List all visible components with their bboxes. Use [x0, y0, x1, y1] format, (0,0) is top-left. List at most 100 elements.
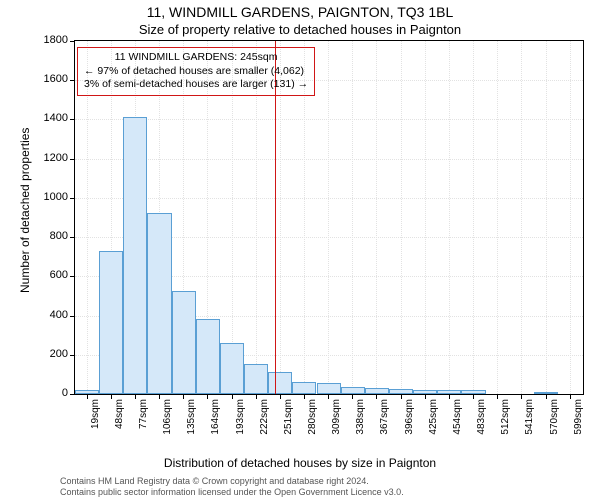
ytick-label: 0: [28, 387, 68, 399]
histogram-bar: [268, 372, 292, 394]
footnote: Contains HM Land Registry data © Crown c…: [60, 476, 590, 498]
ytick-mark: [70, 80, 75, 81]
ytick-mark: [70, 198, 75, 199]
xtick-label: 251sqm: [283, 399, 294, 435]
xtick-label: 570sqm: [549, 399, 560, 435]
gridline-v: [401, 41, 402, 394]
histogram-bar: [534, 392, 558, 394]
gridline-v: [497, 41, 498, 394]
x-axis-label: Distribution of detached houses by size …: [0, 456, 600, 470]
xtick-mark: [256, 394, 257, 399]
gridline-v: [546, 41, 547, 394]
xtick-label: 309sqm: [331, 399, 342, 435]
ytick-label: 400: [28, 309, 68, 321]
ytick-label: 800: [28, 230, 68, 242]
gridline-v: [570, 41, 571, 394]
histogram-bar: [413, 390, 437, 394]
xtick-label: 135sqm: [186, 399, 197, 435]
histogram-bar: [437, 390, 461, 394]
annotation-line1: 11 WINDMILL GARDENS: 245sqm: [84, 51, 308, 65]
histogram-bar: [172, 291, 196, 394]
histogram-bar: [461, 390, 485, 394]
ytick-label: 1400: [28, 112, 68, 124]
ytick-mark: [70, 41, 75, 42]
page-title-line1: 11, WINDMILL GARDENS, PAIGNTON, TQ3 1BL: [0, 4, 600, 20]
xtick-mark: [183, 394, 184, 399]
ytick-mark: [70, 119, 75, 120]
histogram-bar: [196, 319, 220, 395]
xtick-label: 280sqm: [307, 399, 318, 435]
xtick-mark: [546, 394, 547, 399]
xtick-mark: [280, 394, 281, 399]
histogram-bar: [317, 383, 341, 394]
xtick-mark: [232, 394, 233, 399]
xtick-mark: [304, 394, 305, 399]
annotation-line3: 3% of semi-detached houses are larger (1…: [84, 78, 308, 92]
xtick-label: 454sqm: [452, 399, 463, 435]
xtick-label: 599sqm: [573, 399, 584, 435]
gridline-v: [473, 41, 474, 394]
footnote-line1: Contains HM Land Registry data © Crown c…: [60, 476, 590, 487]
ytick-label: 1200: [28, 152, 68, 164]
xtick-label: 338sqm: [355, 399, 366, 435]
histogram-bar: [75, 390, 99, 394]
xtick-label: 367sqm: [379, 399, 390, 435]
xtick-label: 48sqm: [114, 399, 125, 429]
xtick-label: 77sqm: [138, 399, 149, 429]
ytick-mark: [70, 316, 75, 317]
histogram-bar: [365, 388, 389, 394]
xtick-label: 193sqm: [235, 399, 246, 435]
ytick-label: 200: [28, 348, 68, 360]
page-title-line2: Size of property relative to detached ho…: [0, 22, 600, 37]
xtick-mark: [159, 394, 160, 399]
ytick-label: 600: [28, 269, 68, 281]
annotation-line2: ← 97% of detached houses are smaller (4,…: [84, 65, 308, 79]
gridline-v: [425, 41, 426, 394]
xtick-label: 396sqm: [404, 399, 415, 435]
xtick-mark: [111, 394, 112, 399]
annotation-box: 11 WINDMILL GARDENS: 245sqm ← 97% of det…: [77, 47, 315, 96]
histogram-bar: [99, 251, 123, 394]
gridline-v: [449, 41, 450, 394]
xtick-label: 425sqm: [428, 399, 439, 435]
histogram-plot: 11 WINDMILL GARDENS: 245sqm ← 97% of det…: [74, 40, 584, 395]
xtick-mark: [570, 394, 571, 399]
gridline-v: [352, 41, 353, 394]
xtick-mark: [521, 394, 522, 399]
ytick-mark: [70, 394, 75, 395]
xtick-mark: [135, 394, 136, 399]
ytick-label: 1800: [28, 34, 68, 46]
xtick-label: 106sqm: [162, 399, 173, 435]
ytick-mark: [70, 237, 75, 238]
gridline-v: [376, 41, 377, 394]
xtick-mark: [207, 394, 208, 399]
histogram-bar: [220, 343, 244, 394]
xtick-label: 541sqm: [524, 399, 535, 435]
xtick-label: 483sqm: [476, 399, 487, 435]
histogram-bar: [341, 387, 365, 394]
xtick-label: 19sqm: [90, 399, 101, 429]
xtick-mark: [87, 394, 88, 399]
xtick-label: 164sqm: [210, 399, 221, 435]
xtick-mark: [497, 394, 498, 399]
histogram-bar: [147, 213, 171, 394]
ytick-label: 1600: [28, 73, 68, 85]
footnote-line2: Contains public sector information licen…: [60, 487, 590, 498]
gridline-v: [328, 41, 329, 394]
xtick-mark: [401, 394, 402, 399]
xtick-mark: [376, 394, 377, 399]
ytick-mark: [70, 159, 75, 160]
ytick-mark: [70, 355, 75, 356]
xtick-mark: [473, 394, 474, 399]
xtick-label: 512sqm: [500, 399, 511, 435]
xtick-mark: [328, 394, 329, 399]
gridline-v: [521, 41, 522, 394]
ytick-mark: [70, 276, 75, 277]
histogram-bar: [389, 389, 413, 394]
xtick-mark: [425, 394, 426, 399]
histogram-bar: [244, 364, 268, 394]
ytick-label: 1000: [28, 191, 68, 203]
histogram-bar: [292, 382, 316, 394]
xtick-label: 222sqm: [259, 399, 270, 435]
xtick-mark: [352, 394, 353, 399]
